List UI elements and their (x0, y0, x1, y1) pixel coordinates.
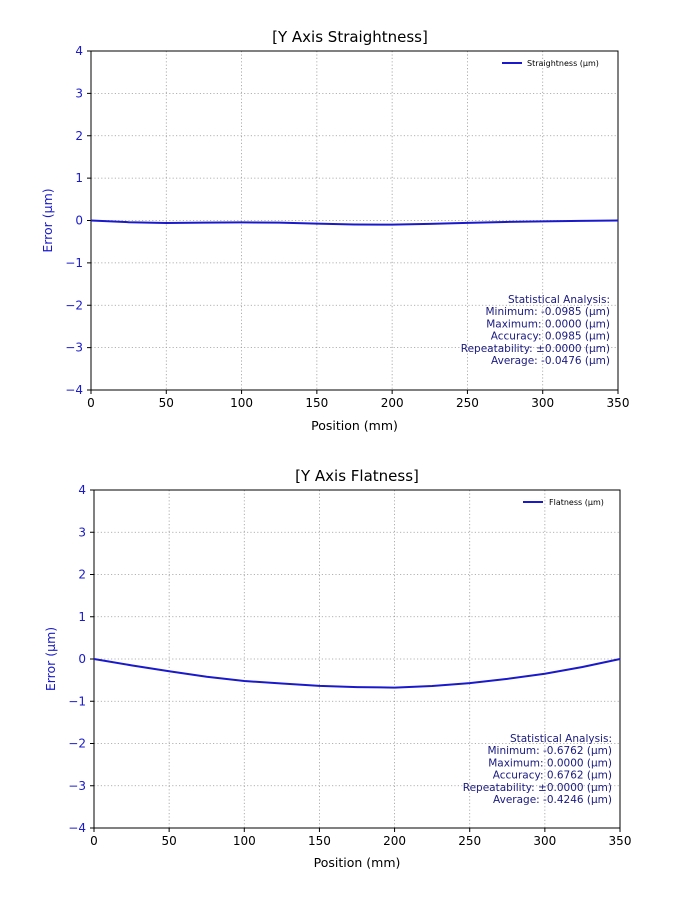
y-tick-label: 0 (78, 652, 86, 666)
x-tick-labels: 0 50 100 150 200 250 300 350 (90, 834, 631, 848)
y-axis-label: Error (µm) (40, 188, 55, 252)
stats-line: Maximum: 0.0000 (µm) (486, 318, 610, 330)
y-tick-labels: −4 −3 −2 −1 0 1 2 3 4 (68, 483, 86, 835)
legend: Flatness (µm) (523, 498, 604, 507)
stats-line: Minimum: -0.6762 (µm) (487, 745, 612, 757)
y-tick-label: −2 (65, 298, 83, 312)
stats-line: Statistical Analysis: (508, 294, 610, 306)
stats-line: Statistical Analysis: (510, 733, 612, 745)
x-tick-label: 0 (87, 396, 95, 410)
stats-line: Average: -0.4246 (µm) (493, 794, 612, 806)
y-tick-label: 2 (78, 568, 86, 582)
stats-line: Average: -0.0476 (µm) (491, 355, 610, 367)
flatness-series-line (93, 658, 621, 689)
x-tick-label: 150 (308, 834, 331, 848)
x-tick-label: 50 (162, 834, 177, 848)
x-tick-label: 200 (383, 834, 406, 848)
stats-line: Minimum: -0.0985 (µm) (485, 306, 610, 318)
x-tick-labels: 0 50 100 150 200 250 300 350 (87, 396, 629, 410)
x-tick-label: 100 (230, 396, 253, 410)
x-axis-label: Position (mm) (311, 418, 398, 433)
straightness-series-line (90, 219, 619, 226)
stats-line: Maximum: 0.0000 (µm) (488, 757, 612, 769)
x-tick-label: 0 (90, 834, 98, 848)
statistical-analysis: Statistical Analysis:Minimum: -0.6762 (µ… (463, 733, 612, 806)
y-tick-label: 2 (75, 129, 83, 143)
statistical-analysis: Statistical Analysis:Minimum: -0.0985 (µ… (461, 294, 610, 367)
x-axis-label: Position (mm) (314, 855, 401, 870)
x-tick-label: 50 (159, 396, 174, 410)
x-tick-label: 350 (607, 396, 630, 410)
stats-line: Accuracy: 0.0985 (µm) (491, 331, 610, 343)
y-tick-label: −1 (68, 694, 86, 708)
legend-label: Straightness (µm) (527, 59, 599, 68)
x-tick-label: 250 (458, 834, 481, 848)
y-tick-label: −1 (65, 256, 83, 270)
stats-line: Repeatability: ±0.0000 (µm) (463, 782, 612, 794)
y-tick-label: −3 (68, 779, 86, 793)
tick-marks (90, 489, 621, 832)
x-tick-label: 300 (533, 834, 556, 848)
y-tick-label: 1 (78, 610, 86, 624)
tick-marks (87, 50, 619, 394)
y-tick-label: 3 (78, 525, 86, 539)
y-tick-label: −2 (68, 737, 86, 751)
y-axis-label: Error (µm) (43, 627, 58, 691)
x-tick-label: 150 (305, 396, 328, 410)
straightness-chart: [Y Axis Straightness] 0 50 100 150 200 250 300… (40, 28, 629, 433)
x-tick-label: 100 (233, 834, 256, 848)
flatness-chart: [Y Axis Flatness] 0 50 100 150 200 250 300 350 … (43, 467, 631, 870)
y-tick-label: 1 (75, 171, 83, 185)
y-tick-label: 4 (75, 44, 83, 58)
stats-line: Accuracy: 0.6762 (µm) (493, 770, 612, 782)
y-tick-label: 3 (75, 86, 83, 100)
stats-line: Repeatability: ±0.0000 (µm) (461, 343, 610, 355)
x-tick-label: 250 (456, 396, 479, 410)
y-tick-labels: −4 −3 −2 −1 0 1 2 3 4 (65, 44, 83, 397)
x-tick-label: 300 (531, 396, 554, 410)
x-tick-label: 200 (381, 396, 404, 410)
chart-title: [Y Axis Straightness] (272, 28, 428, 46)
y-tick-label: 0 (75, 214, 83, 228)
y-tick-label: −3 (65, 341, 83, 355)
legend: Straightness (µm) (502, 59, 599, 68)
y-tick-label: −4 (68, 821, 86, 835)
legend-label: Flatness (µm) (549, 498, 604, 507)
y-tick-label: −4 (65, 383, 83, 397)
chart-title: [Y Axis Flatness] (295, 467, 419, 485)
y-tick-label: 4 (78, 483, 86, 497)
x-tick-label: 350 (609, 834, 632, 848)
